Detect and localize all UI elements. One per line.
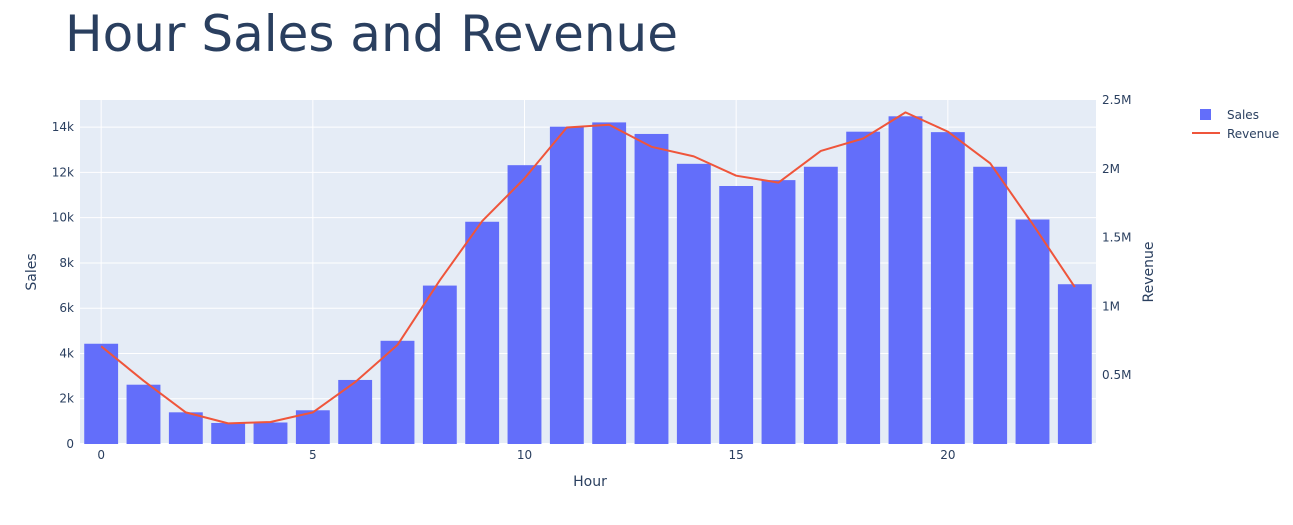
sales-bars <box>84 116 1092 445</box>
y-tick-label: 8k <box>59 256 74 270</box>
sales-bar[interactable] <box>1015 219 1050 444</box>
legend-swatch-sales <box>1200 109 1211 120</box>
legend-item-sales[interactable]: Sales <box>1200 108 1259 122</box>
x-tick-label: 15 <box>729 448 744 462</box>
sales-bar[interactable] <box>465 221 500 444</box>
y2-tick-label: 1M <box>1102 299 1120 313</box>
y-axis-ticks: 0 2k 4k 6k 8k 10k 12k 14k <box>52 120 74 451</box>
sales-bar[interactable] <box>422 285 457 444</box>
sales-bar[interactable] <box>592 122 627 444</box>
sales-bar[interactable] <box>634 133 669 444</box>
y2-tick-label: 0.5M <box>1102 368 1131 382</box>
y2-tick-label: 1.5M <box>1102 231 1131 245</box>
sales-bar[interactable] <box>126 384 161 444</box>
y-tick-label: 4k <box>59 346 74 360</box>
y-axis-title: Sales <box>24 253 40 290</box>
sales-bar[interactable] <box>380 340 415 444</box>
sales-bar[interactable] <box>676 163 711 445</box>
y2-tick-label: 2.5M <box>1102 93 1131 107</box>
x-axis-ticks: 0 5 10 15 20 <box>97 448 955 462</box>
x-tick-label: 5 <box>309 448 317 462</box>
plot-background <box>80 100 1096 444</box>
y-tick-label: 6k <box>59 301 74 315</box>
sales-bar[interactable] <box>507 165 542 444</box>
chart-title: Hour Sales and Revenue <box>65 5 678 63</box>
sales-bar[interactable] <box>846 131 881 444</box>
y-tick-label: 14k <box>52 120 74 134</box>
legend-item-revenue[interactable]: Revenue <box>1192 127 1279 141</box>
sales-bar[interactable] <box>888 116 923 444</box>
y-tick-label: 0 <box>66 437 74 451</box>
y2-axis-ticks: 0.5M 1M 1.5M 2M 2.5M <box>1102 93 1131 382</box>
revenue-line-path[interactable] <box>100 111 1076 425</box>
sales-bar[interactable] <box>549 126 584 444</box>
y2-tick-label: 2M <box>1102 162 1120 176</box>
sales-bar[interactable] <box>253 422 288 445</box>
sales-bar[interactable] <box>761 180 796 444</box>
sales-bar[interactable] <box>803 166 838 444</box>
x-tick-label: 20 <box>940 448 955 462</box>
revenue-line <box>100 111 1076 425</box>
x-tick-label: 10 <box>517 448 532 462</box>
y-tick-label: 10k <box>52 211 74 225</box>
sales-bar[interactable] <box>930 132 965 444</box>
sales-bar[interactable] <box>973 166 1008 444</box>
legend-label-revenue: Revenue <box>1227 127 1279 141</box>
x-tick-label: 0 <box>97 448 105 462</box>
sales-bar[interactable] <box>168 412 203 444</box>
sales-bar[interactable] <box>1057 284 1092 444</box>
y2-axis-title: Revenue <box>1141 242 1157 303</box>
legend-label-sales: Sales <box>1227 108 1259 122</box>
sales-bar[interactable] <box>84 343 119 444</box>
y-tick-label: 2k <box>59 392 74 406</box>
sales-bar[interactable] <box>719 186 754 444</box>
x-axis-title: Hour <box>573 474 607 490</box>
legend[interactable]: Sales Revenue <box>1192 108 1279 141</box>
y-tick-label: 12k <box>52 165 74 179</box>
sales-bar[interactable] <box>211 422 246 444</box>
